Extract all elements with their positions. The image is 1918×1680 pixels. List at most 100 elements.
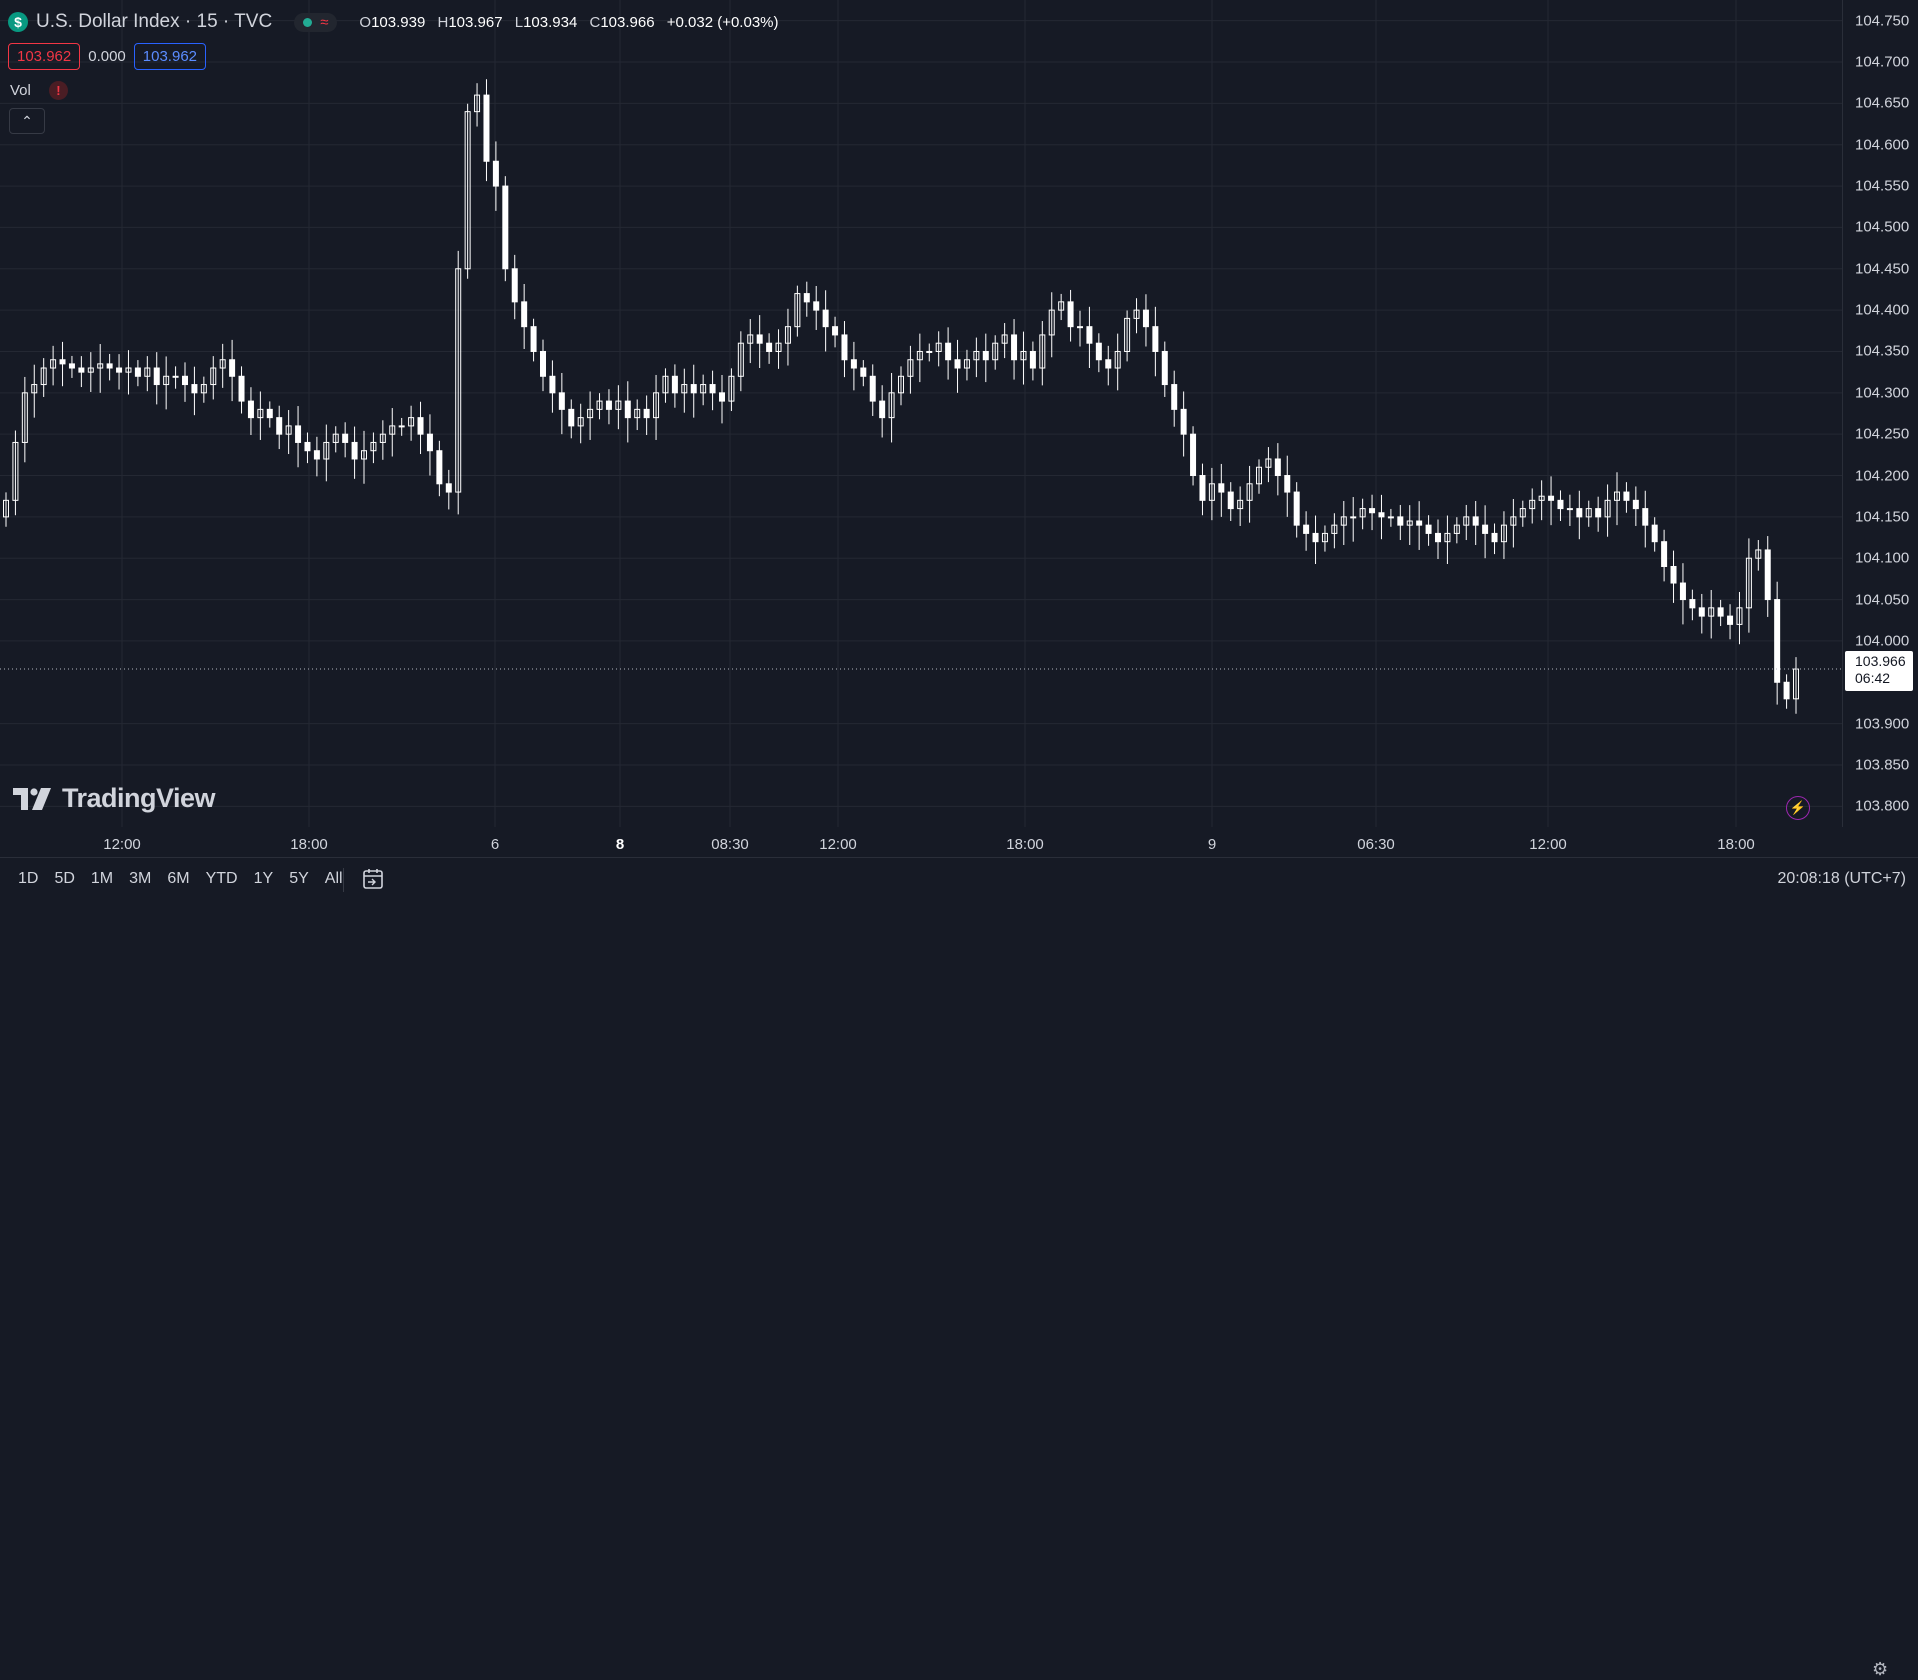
price-tick-label: 104.300 <box>1855 384 1910 402</box>
buy-price-button[interactable]: 103.962 <box>133 43 207 70</box>
candle-down <box>1029 350 1036 369</box>
candle-up <box>963 359 970 369</box>
candle-down <box>1623 491 1630 501</box>
candle-down <box>1011 334 1018 361</box>
time-zone-clock[interactable]: 20:08:18 (UTC+7) <box>1777 870 1906 887</box>
candle-down <box>1548 495 1555 501</box>
bar-countdown: 06:42 <box>1855 670 1891 687</box>
candle-down <box>1679 582 1686 601</box>
candle-down <box>1105 359 1112 369</box>
candle-up <box>907 359 914 377</box>
candle-up <box>747 334 754 344</box>
range-button-ytd[interactable]: YTD <box>205 870 238 887</box>
candle-down <box>1632 499 1639 510</box>
candle-up <box>653 392 660 419</box>
candle-up <box>1614 491 1620 501</box>
symbol-title[interactable]: U.S. Dollar Index · 15 · TVC <box>36 11 273 32</box>
candle-up <box>1246 483 1253 501</box>
time-axis[interactable]: ⚙ 12:00 18:00 6 8 08:30 12:00 18:00 9 06:30 12:00… <box>0 827 1888 1679</box>
spread-value: 0.000 <box>88 48 126 65</box>
candle-down <box>945 342 952 361</box>
candle-up <box>370 441 377 452</box>
candle-down <box>266 408 273 419</box>
candle-down <box>238 375 245 402</box>
candle-up <box>794 293 801 328</box>
warning-icon[interactable]: ! <box>48 81 68 100</box>
candle-down <box>417 417 424 435</box>
candle-up <box>1708 607 1715 617</box>
candle-up <box>1001 334 1008 344</box>
tradingview-logo[interactable]: TradingView <box>13 783 216 814</box>
candle-up <box>21 392 28 443</box>
time-tick-label: 12:00 <box>1529 836 1567 853</box>
price-tick-label: 104.350 <box>1855 342 1910 360</box>
chart-area[interactable]: $ U.S. Dollar Index · 15 · TVC ≈ O103.93… <box>0 0 1842 827</box>
candlestick-chart[interactable] <box>0 0 1842 827</box>
price-axis[interactable]: 104.750 104.700 104.650 104.600 104.550 104.5… <box>1842 0 1918 827</box>
candle-down <box>1764 549 1771 601</box>
price-tick-label: 103.850 <box>1855 756 1910 774</box>
candle-down <box>313 450 320 460</box>
go-to-date-calendar-icon[interactable] <box>360 866 386 892</box>
range-button-5y[interactable]: 5Y <box>289 870 309 887</box>
candle-up <box>1604 499 1611 518</box>
range-button-3m[interactable]: 3M <box>129 870 152 887</box>
candle-up <box>1114 350 1121 369</box>
candle-up <box>1529 499 1536 510</box>
candle-up <box>784 326 791 344</box>
candle-up <box>389 425 396 435</box>
toolbar-divider <box>343 868 344 892</box>
candle-up <box>1585 508 1592 518</box>
price-tick-label: 104.150 <box>1855 508 1910 526</box>
time-tick-label: 8 <box>615 836 625 853</box>
price-tick-label: 104.200 <box>1855 467 1910 485</box>
settings-gear-icon[interactable]: ⚙ <box>1872 1659 1889 1679</box>
range-button-5d[interactable]: 5D <box>54 870 75 887</box>
candle-up <box>728 375 735 402</box>
price-tick-label: 104.500 <box>1855 218 1910 236</box>
candle-up <box>737 342 744 377</box>
candle-down <box>1595 508 1602 518</box>
candle-down <box>1227 491 1234 510</box>
candle-down <box>1717 607 1724 617</box>
price-tick-label: 104.000 <box>1855 632 1910 650</box>
sell-price-button[interactable]: 103.962 <box>8 43 81 70</box>
volume-indicator-legend[interactable]: Vol ! <box>10 81 68 100</box>
candle-down <box>1397 516 1404 526</box>
candle-down <box>1651 524 1658 543</box>
candle-down <box>1095 342 1102 361</box>
candle-up <box>285 425 292 435</box>
candle-down <box>530 326 537 352</box>
candle-down <box>1199 475 1206 501</box>
range-button-1y[interactable]: 1Y <box>253 870 274 887</box>
range-button-1m[interactable]: 1M <box>90 870 114 887</box>
wave-icon: ≈ <box>320 13 329 31</box>
range-button-6m[interactable]: 6M <box>167 870 190 887</box>
market-status-pill[interactable]: ≈ <box>294 12 338 32</box>
range-button-all[interactable]: All <box>324 870 343 887</box>
candle-down <box>1161 350 1168 386</box>
candle-down <box>1274 458 1281 477</box>
candle-down <box>1086 326 1093 344</box>
candle-down <box>1689 599 1696 609</box>
candle-up <box>1340 516 1347 526</box>
candle-down <box>1190 433 1197 477</box>
candle-down <box>1661 541 1668 567</box>
range-button-1d[interactable]: 1D <box>18 870 39 887</box>
dollar-icon: $ <box>8 12 28 32</box>
candle-up <box>97 363 104 369</box>
candle-down <box>549 375 556 394</box>
price-tick-label: 104.100 <box>1855 549 1910 567</box>
candle-down <box>1576 508 1583 518</box>
candle-up <box>935 342 942 352</box>
candle-down <box>719 392 725 402</box>
candle-up <box>257 408 264 419</box>
lightning-icon[interactable]: ⚡ <box>1786 796 1810 820</box>
candle-up <box>615 400 622 410</box>
candle-down <box>1293 491 1300 526</box>
candle-up <box>973 350 980 361</box>
candle-down <box>1472 516 1479 526</box>
collapse-legend-button[interactable]: ⌃ <box>9 108 45 134</box>
candle-up <box>1058 301 1065 311</box>
candle-down <box>832 326 839 336</box>
